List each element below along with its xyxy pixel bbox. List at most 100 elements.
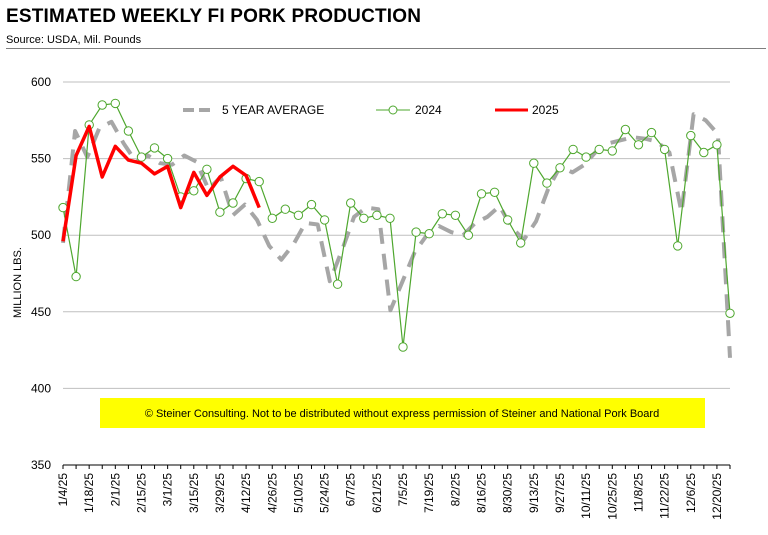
series-2024-point [489, 187, 500, 198]
x-tick-label: 1/4/25 [56, 473, 70, 507]
x-tick-label: 3/15/25 [187, 473, 201, 513]
x-tick-label: 9/27/25 [553, 473, 567, 513]
series-2024-point [359, 213, 369, 224]
x-tick-label: 1/18/25 [82, 473, 96, 513]
chart-title: ESTIMATED WEEKLY FI PORK PRODUCTION [6, 6, 422, 27]
series-2024-point [450, 210, 461, 221]
x-tick-label: 5/10/25 [291, 473, 305, 513]
series-2024-point [136, 152, 147, 162]
x-tick-label: 6/7/25 [344, 473, 358, 507]
series-2024-point [568, 144, 578, 155]
series-2024-point [110, 98, 121, 109]
x-tick-label: 10/25/25 [605, 473, 619, 520]
series-2024-line [62, 102, 731, 348]
series-2024-point [659, 144, 670, 155]
series-2024-point [346, 198, 356, 208]
series-2024-point [437, 209, 447, 219]
series-2024-point [293, 210, 304, 221]
series-2024-point [581, 152, 591, 162]
y-tick-label: 350 [31, 458, 51, 472]
x-tick-label: 12/6/25 [684, 473, 698, 513]
copyright-notice: © Steiner Consulting. Not to be distribu… [100, 398, 705, 428]
series-2024-point [516, 238, 526, 248]
axes [62, 464, 731, 469]
x-tick-label: 3/1/25 [161, 473, 175, 507]
series-2024-point [123, 126, 134, 136]
series-2024-point [280, 204, 290, 214]
series-2024-point [529, 158, 539, 168]
gridlines [63, 81, 730, 389]
x-tick-label: 6/21/25 [370, 473, 384, 513]
x-tick-label: 2/1/25 [108, 473, 122, 507]
series-2024-point [476, 189, 487, 199]
series-2024-point [725, 308, 735, 318]
series-2024-point [633, 140, 644, 150]
series-2024-point [202, 164, 212, 175]
series-2025-line [61, 124, 261, 242]
series-5-year-average-line [61, 112, 732, 358]
y-axis-label: MILLION LBS. [12, 247, 24, 318]
notice-background [100, 398, 705, 428]
series-2024-point [306, 199, 317, 210]
legend-label-5yr: 5 YEAR AVERAGE [222, 103, 324, 117]
x-tick-label: 2/15/25 [134, 473, 148, 513]
y-tick-labels: 350 400 450 500 550 600 [31, 75, 51, 472]
series-2024-point [503, 215, 513, 225]
x-tick-label: 4/26/25 [265, 473, 279, 513]
x-tick-label: 7/19/25 [422, 473, 436, 513]
series-2024-point [620, 124, 631, 135]
series-2024-point [372, 210, 382, 221]
series-2024-point [162, 153, 173, 164]
x-tick-label: 9/13/25 [527, 473, 541, 513]
series-2024-point [398, 342, 408, 352]
series-2024-point [411, 227, 421, 237]
x-tick-label: 7/5/25 [396, 473, 410, 507]
legend-label-2024: 2024 [415, 103, 442, 117]
x-tick-label: 8/16/25 [475, 473, 489, 513]
series-2024-point [463, 230, 474, 240]
y-tick-label: 450 [31, 305, 51, 319]
series-2024-point [267, 213, 277, 224]
series-2024-point [97, 100, 107, 110]
y-tick-label: 550 [31, 152, 51, 166]
series-2024-point [555, 163, 565, 173]
legend-label-2025: 2025 [532, 103, 559, 117]
series-2024-point [712, 140, 722, 150]
series-2024-point [646, 127, 657, 138]
chart-subtitle: Source: USDA, Mil. Pounds [6, 34, 142, 46]
series-2024-point [673, 241, 683, 251]
series-2024-point [542, 178, 552, 188]
series-2024-point [71, 271, 81, 282]
title-divider [6, 48, 766, 49]
series-2024-point [215, 207, 225, 217]
x-tick-label: 11/8/25 [631, 473, 645, 512]
x-tick-label: 11/22/25 [658, 473, 672, 519]
y-tick-label: 600 [31, 75, 51, 89]
series-2024-point [594, 144, 604, 155]
x-tick-label: 8/2/25 [448, 473, 462, 507]
x-tick-label: 3/29/25 [213, 473, 227, 513]
legend: 5 YEAR AVERAGE 2024 2025 [183, 103, 559, 117]
series-2024-point [607, 146, 617, 156]
series-2024-point [424, 229, 434, 239]
notice-text: © Steiner Consulting. Not to be distribu… [145, 408, 659, 420]
series-2024-point [319, 215, 330, 225]
legend-marker-2024 [388, 105, 398, 115]
series-2024-point [228, 198, 238, 208]
series-2024-point [332, 279, 343, 289]
x-tick-label: 8/30/25 [501, 473, 515, 513]
y-tick-label: 500 [31, 228, 51, 242]
series-2024-point [189, 186, 199, 196]
x-tick-label: 5/24/25 [318, 473, 332, 513]
series-2024-point [149, 143, 160, 153]
series-2024-point [699, 147, 709, 158]
series-2024-point [686, 130, 696, 141]
x-tick-labels: 1/4/25 1/18/25 2/1/25 2/15/25 3/1/25 3/15/25 3… [56, 473, 724, 520]
x-tick-label: 4/12/25 [239, 473, 253, 513]
series-2024-point [254, 176, 264, 187]
series-2024-point [385, 213, 395, 224]
series-lines [58, 98, 735, 358]
x-tick-label: 10/11/25 [579, 473, 593, 519]
y-tick-label: 400 [31, 381, 51, 395]
